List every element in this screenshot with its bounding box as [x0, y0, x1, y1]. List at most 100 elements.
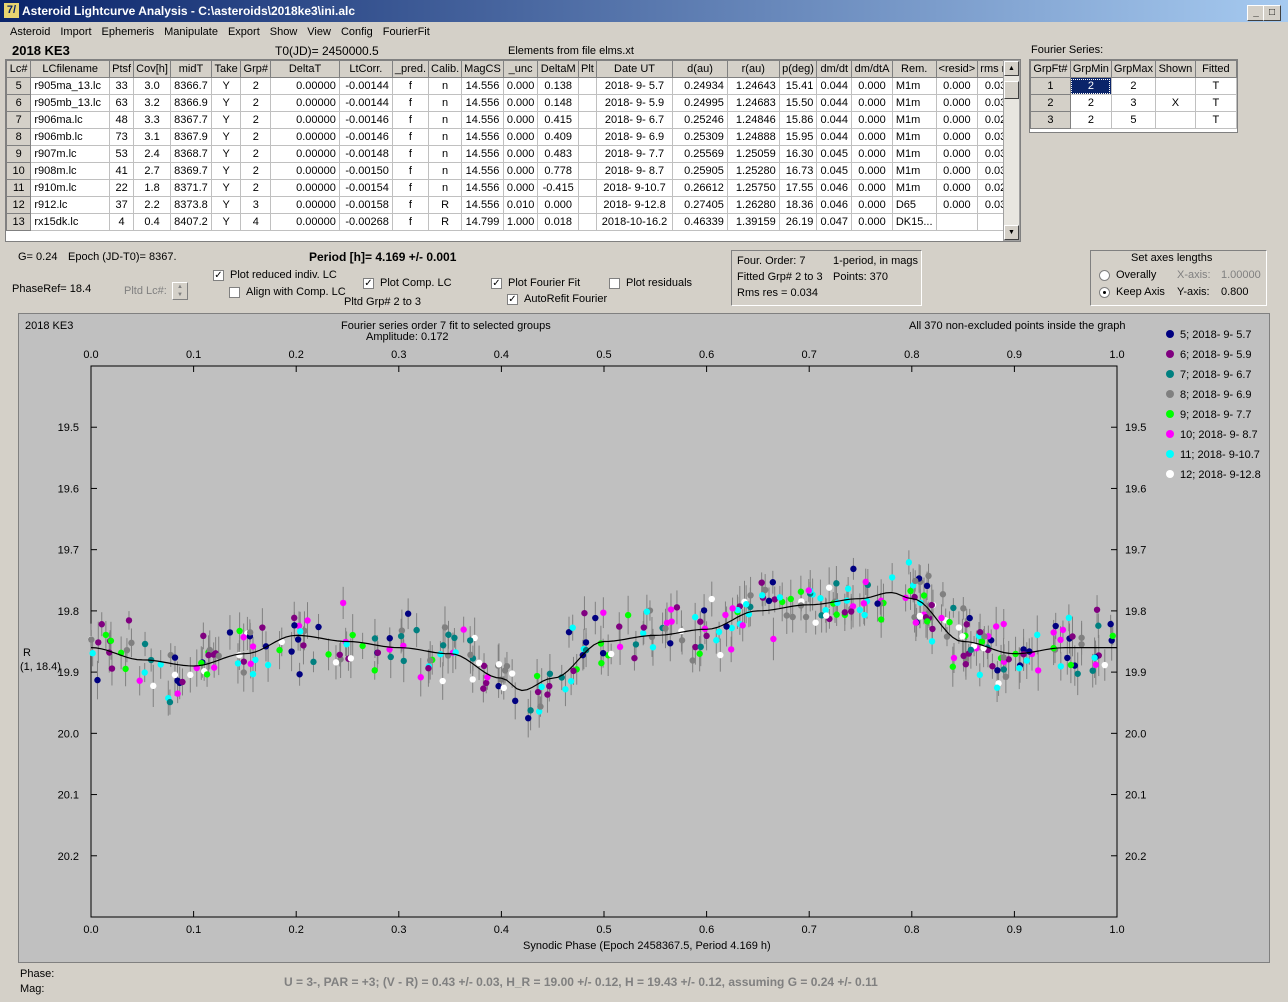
lc-cell[interactable]: 0.044	[816, 111, 853, 129]
lc-cell[interactable]: r906mb.lc	[30, 128, 111, 146]
lc-cell[interactable]: 0.000	[502, 128, 539, 146]
lc-cell[interactable]: 14.556	[461, 179, 504, 197]
lc-cell[interactable]: Y	[210, 111, 242, 129]
lc-cell[interactable]: 0.00000	[270, 145, 340, 163]
lc-cell[interactable]	[935, 213, 979, 231]
lc-cell[interactable]: 10	[6, 162, 32, 180]
lc-cell[interactable]: 2	[240, 145, 272, 163]
fourier-cell[interactable]: 2	[1069, 111, 1112, 129]
lc-cell[interactable]: 1.25750	[726, 179, 780, 197]
lc-col-20[interactable]: dm/dtA	[851, 60, 893, 78]
lc-cell[interactable]: 0.000	[502, 111, 539, 129]
lc-cell[interactable]: 2018- 9- 5.7	[595, 77, 674, 95]
lc-cell[interactable]: M1m	[891, 145, 937, 163]
lc-cell[interactable]	[578, 111, 597, 129]
lc-col-13[interactable]: DeltaM	[537, 60, 580, 78]
menu-fourierfit[interactable]: FourierFit	[382, 26, 430, 38]
lc-col-11[interactable]: MagCS	[461, 60, 504, 78]
lc-cell[interactable]: 0.00000	[270, 111, 340, 129]
lc-cell[interactable]: r905ma_13.lc	[30, 77, 111, 95]
lc-cell[interactable]: 3.2	[133, 94, 172, 112]
plot-fourier-checkbox[interactable]: ✓	[491, 278, 502, 289]
lc-cell[interactable]: rx15dk.lc	[30, 213, 111, 231]
lc-cell[interactable]: DK15...	[891, 213, 937, 231]
lc-cell[interactable]: r912.lc	[30, 196, 111, 214]
fourier-cell[interactable]: 2	[1030, 94, 1071, 112]
lc-cell[interactable]: 0.483	[537, 145, 580, 163]
lc-cell[interactable]: 17.55	[778, 179, 818, 197]
lc-col-10[interactable]: Calib.	[428, 60, 463, 78]
lc-table-scrollbar[interactable]: ▲ ▼	[1003, 60, 1020, 241]
lc-cell[interactable]: 0.00000	[270, 128, 340, 146]
lc-cell[interactable]: 2	[240, 162, 272, 180]
lc-cell[interactable]: 5	[6, 77, 32, 95]
lc-cell[interactable]: 0.000	[935, 162, 979, 180]
lc-cell[interactable]	[578, 213, 597, 231]
lc-cell[interactable]: 0.045	[816, 145, 853, 163]
x-axis-value[interactable]: 1.00000	[1221, 269, 1261, 281]
lc-cell[interactable]: 3.0	[133, 77, 172, 95]
lc-cell[interactable]: M1m	[891, 111, 937, 129]
lc-cell[interactable]: 1.24643	[726, 77, 780, 95]
lc-col-4[interactable]: midT	[170, 60, 212, 78]
lc-cell[interactable]: 4	[240, 213, 272, 231]
lc-cell[interactable]: 0.000	[935, 77, 979, 95]
lc-cell[interactable]: 2.4	[133, 145, 172, 163]
maximize-button[interactable]: □	[1263, 5, 1281, 21]
lc-cell[interactable]: 13	[6, 213, 32, 231]
lc-table-row[interactable]: 8 r906mb.lc 73 3.1 8367.9 Y 2 0.00000 -0.00146 f n…	[6, 128, 1020, 146]
lc-cell[interactable]: 8373.8	[170, 196, 212, 214]
lc-col-3[interactable]: Cov[h]	[133, 60, 172, 78]
lc-cell[interactable]: 2018-10-16.2	[595, 213, 674, 231]
lc-col-1[interactable]: LCfilename	[30, 60, 111, 78]
autorefit-checkbox[interactable]: ✓	[507, 294, 518, 305]
lc-cell[interactable]	[578, 128, 597, 146]
lc-cell[interactable]: f	[391, 111, 430, 129]
lc-col-12[interactable]: _unc	[502, 60, 539, 78]
lc-col-6[interactable]: Grp#	[240, 60, 272, 78]
lc-col-17[interactable]: r(au)	[726, 60, 780, 78]
lc-cell[interactable]: 0.25569	[672, 145, 728, 163]
lc-cell[interactable]: n	[428, 162, 463, 180]
lc-cell[interactable]: R	[428, 213, 463, 231]
scroll-down-icon[interactable]: ▼	[1004, 225, 1019, 240]
lc-cell[interactable]: -0.00144	[338, 94, 393, 112]
lc-cell[interactable]: 1.24846	[726, 111, 780, 129]
lc-cell[interactable]: n	[428, 179, 463, 197]
lc-cell[interactable]: r905mb_13.lc	[30, 94, 111, 112]
lc-cell[interactable]: 0.000	[851, 145, 893, 163]
lc-cell[interactable]: 2	[240, 94, 272, 112]
lc-cell[interactable]: 8366.9	[170, 94, 212, 112]
lc-cell[interactable]: 0.00000	[270, 213, 340, 231]
lc-cell[interactable]: -0.00146	[338, 111, 393, 129]
y-axis-value[interactable]: 0.800	[1221, 286, 1249, 298]
pltd-lc-spinner[interactable]: ▲ ▼	[172, 282, 188, 300]
lc-cell[interactable]: 0.4	[133, 213, 172, 231]
lc-cell[interactable]: 0.047	[816, 213, 853, 231]
lc-cell[interactable]: r908m.lc	[30, 162, 111, 180]
lc-cell[interactable]: 8367.9	[170, 128, 212, 146]
lc-table-row[interactable]: 9 r907m.lc 53 2.4 8368.7 Y 2 0.00000 -0.00148 f n 1…	[6, 145, 1020, 163]
lc-col-15[interactable]: Date UT	[595, 60, 674, 78]
lc-cell[interactable]: 4	[109, 213, 135, 231]
lc-cell[interactable]: 1.25059	[726, 145, 780, 163]
lc-cell[interactable]: 0.000	[935, 128, 979, 146]
lc-cell[interactable]: f	[391, 162, 430, 180]
lc-cell[interactable]: M1m	[891, 179, 937, 197]
lc-cell[interactable]: 14.799	[461, 213, 504, 231]
lc-cell[interactable]: 0.415	[537, 111, 580, 129]
lc-cell[interactable]: 2018- 9- 7.7	[595, 145, 674, 163]
lc-cell[interactable]: 11	[6, 179, 32, 197]
lc-cell[interactable]: 0.000	[851, 162, 893, 180]
lc-cell[interactable]: -0.00148	[338, 145, 393, 163]
lc-cell[interactable]: 0.000	[851, 179, 893, 197]
lc-cell[interactable]: Y	[210, 162, 242, 180]
lc-cell[interactable]: n	[428, 77, 463, 95]
lc-cell[interactable]: -0.00146	[338, 128, 393, 146]
lc-cell[interactable]: 0.409	[537, 128, 580, 146]
fourier-cell[interactable]: T	[1194, 77, 1237, 95]
fourier-cell[interactable]: T	[1194, 94, 1237, 112]
lc-cell[interactable]: 0.24995	[672, 94, 728, 112]
lc-cell[interactable]: 53	[109, 145, 135, 163]
fourier-cell[interactable]: 2	[1069, 94, 1112, 112]
